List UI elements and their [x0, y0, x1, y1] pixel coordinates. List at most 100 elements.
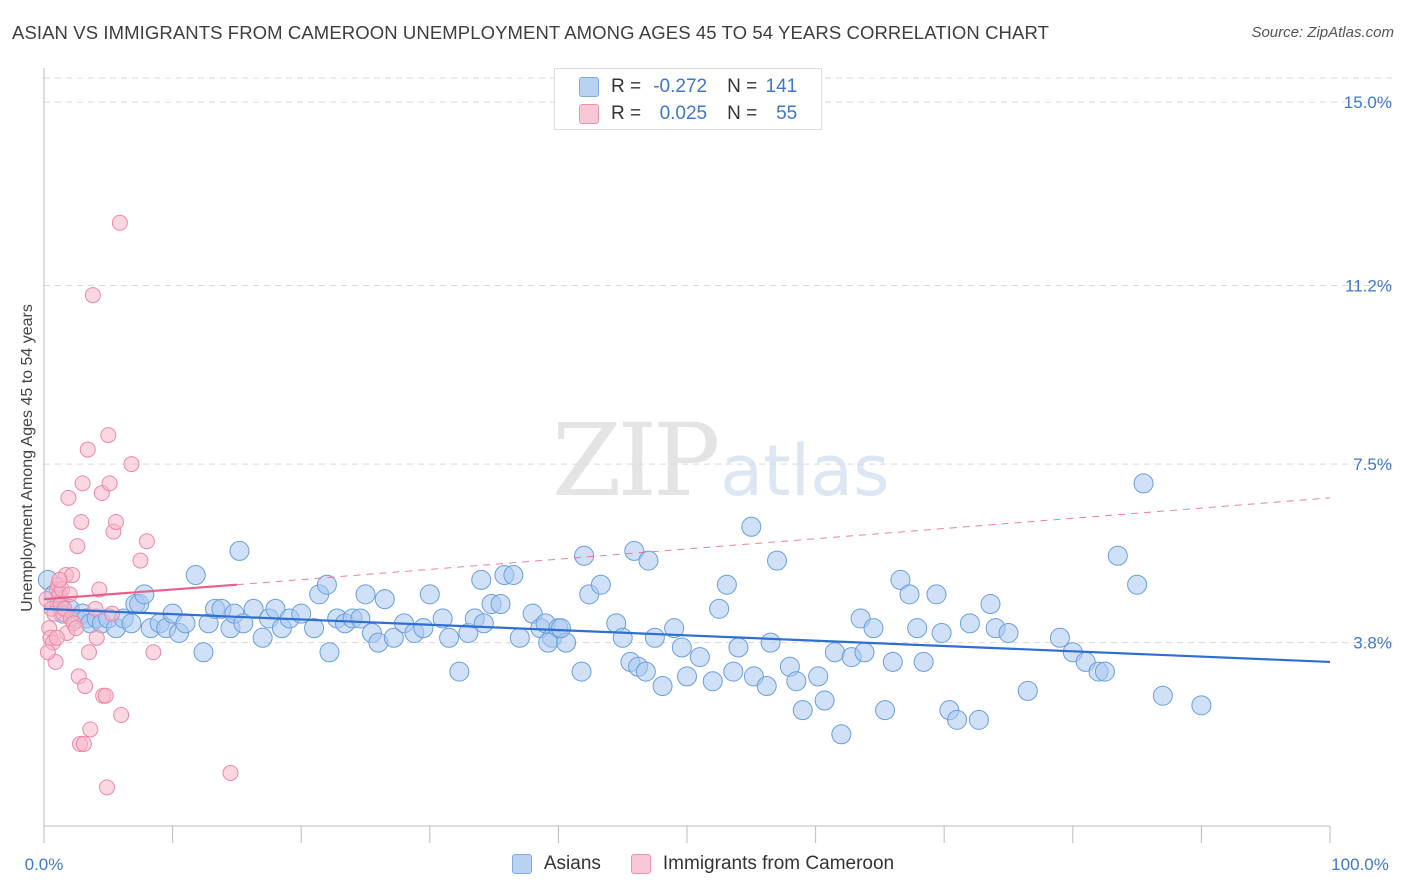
cameroon-point — [79, 441, 96, 458]
asians-point — [875, 700, 896, 721]
cameroon-point — [51, 571, 68, 588]
asians-point — [439, 627, 460, 648]
asians-point — [1191, 695, 1212, 716]
cameroon-point — [91, 581, 108, 598]
asians-point — [741, 516, 762, 537]
asians-point — [808, 666, 829, 687]
asians-point — [624, 540, 645, 561]
correlation-legend: R = -0.272 N = 141 R = 0.025 N = 55 — [554, 68, 822, 130]
cameroon-point — [123, 456, 140, 473]
legend-n-value-asians: 141 — [765, 76, 798, 97]
y-tick-label: 3.8% — [1353, 634, 1392, 653]
asians-point — [571, 661, 592, 682]
cameroon-point — [48, 629, 65, 646]
asians-point — [252, 627, 273, 648]
series-swatch-asians — [511, 854, 532, 874]
cameroon-point — [132, 552, 149, 569]
cameroon-point — [60, 489, 77, 506]
asians-point — [756, 676, 777, 697]
legend-swatch-asians — [579, 77, 599, 97]
cameroon-point — [101, 475, 118, 492]
series-cameroon-points — [38, 214, 239, 796]
asians-point — [1094, 661, 1115, 682]
asians-point — [723, 661, 744, 682]
asians-point — [1152, 685, 1173, 706]
asians-point — [854, 642, 875, 663]
cameroon-point — [100, 427, 117, 444]
cameroon-point — [73, 513, 90, 530]
asians-point — [863, 618, 884, 639]
asians-point — [574, 545, 595, 566]
asians-point — [677, 666, 697, 687]
asians-point — [355, 584, 376, 605]
legend-n-label: N = — [727, 76, 758, 97]
cameroon-point — [87, 600, 104, 617]
cameroon-point — [75, 735, 92, 752]
asians-point — [968, 709, 989, 730]
asians-point — [304, 618, 325, 639]
asians-point — [702, 671, 723, 692]
asians-point — [612, 627, 633, 648]
asians-point — [635, 661, 656, 682]
asians-point — [890, 569, 911, 590]
legend-r-value-cameroon: 0.025 — [659, 103, 708, 124]
asians-point — [590, 574, 611, 595]
asians-point — [121, 613, 142, 634]
cameroon-point — [138, 533, 155, 550]
x-tick-label-max: 100.0% — [1331, 855, 1389, 874]
cameroon-point — [113, 707, 130, 724]
asians-point — [671, 637, 692, 658]
legend-r-label: R = — [611, 103, 642, 124]
asians-point — [716, 574, 737, 595]
legend-n-value-cameroon: 55 — [776, 103, 798, 124]
asians-point — [185, 565, 206, 586]
asians-point — [664, 618, 685, 639]
series-asians-points — [37, 473, 1212, 745]
asians-point — [980, 594, 1001, 615]
asians-point — [233, 613, 254, 634]
y-tick-label: 7.5% — [1353, 455, 1392, 474]
asians-point — [652, 676, 673, 697]
asians-point — [229, 540, 250, 561]
legend-row-cameroon: R = 0.025 N = 55 — [579, 102, 797, 126]
asians-point — [503, 565, 524, 586]
asians-point — [814, 690, 835, 711]
cameroon-point — [84, 287, 101, 304]
cameroon-point — [61, 586, 78, 603]
asians-point — [792, 700, 813, 721]
asians-point — [175, 613, 196, 634]
asians-point — [316, 574, 337, 595]
x-tick-label-min: 0.0% — [25, 855, 64, 874]
asians-point — [134, 584, 155, 605]
series-swatch-cameroon — [630, 854, 651, 874]
y-tick-label: 11.2% — [1345, 277, 1392, 296]
cameroon-point — [108, 513, 125, 530]
asians-point — [931, 622, 952, 643]
legend-n-label: N = — [727, 103, 758, 124]
legend-r-label: R = — [611, 76, 642, 97]
cameroon-point — [99, 779, 116, 796]
cameroon-point — [88, 629, 105, 646]
cameroon-point — [81, 644, 98, 661]
asians-point — [786, 671, 807, 692]
asians-point — [882, 651, 903, 672]
cameroon-point — [104, 605, 121, 622]
series-legend-cameroon: Immigrants from Cameroon — [630, 852, 894, 876]
cameroon-point — [222, 764, 239, 781]
asians-point — [509, 627, 530, 648]
asians-point — [1127, 574, 1148, 595]
cameroon-point — [145, 644, 162, 661]
asians-point — [907, 618, 928, 639]
cameroon-point — [111, 214, 128, 231]
asians-point — [728, 637, 749, 658]
cameroon-point — [39, 644, 56, 661]
asians-point — [1017, 680, 1038, 701]
asians-point — [760, 632, 781, 653]
cameroon-point — [68, 620, 85, 637]
asians-point — [1049, 627, 1070, 648]
series-label-asians: Asians — [543, 853, 601, 874]
cameroon-point — [97, 687, 114, 704]
asians-point — [449, 661, 470, 682]
asians-point — [1133, 473, 1154, 494]
asians-trendline — [43, 607, 1331, 664]
